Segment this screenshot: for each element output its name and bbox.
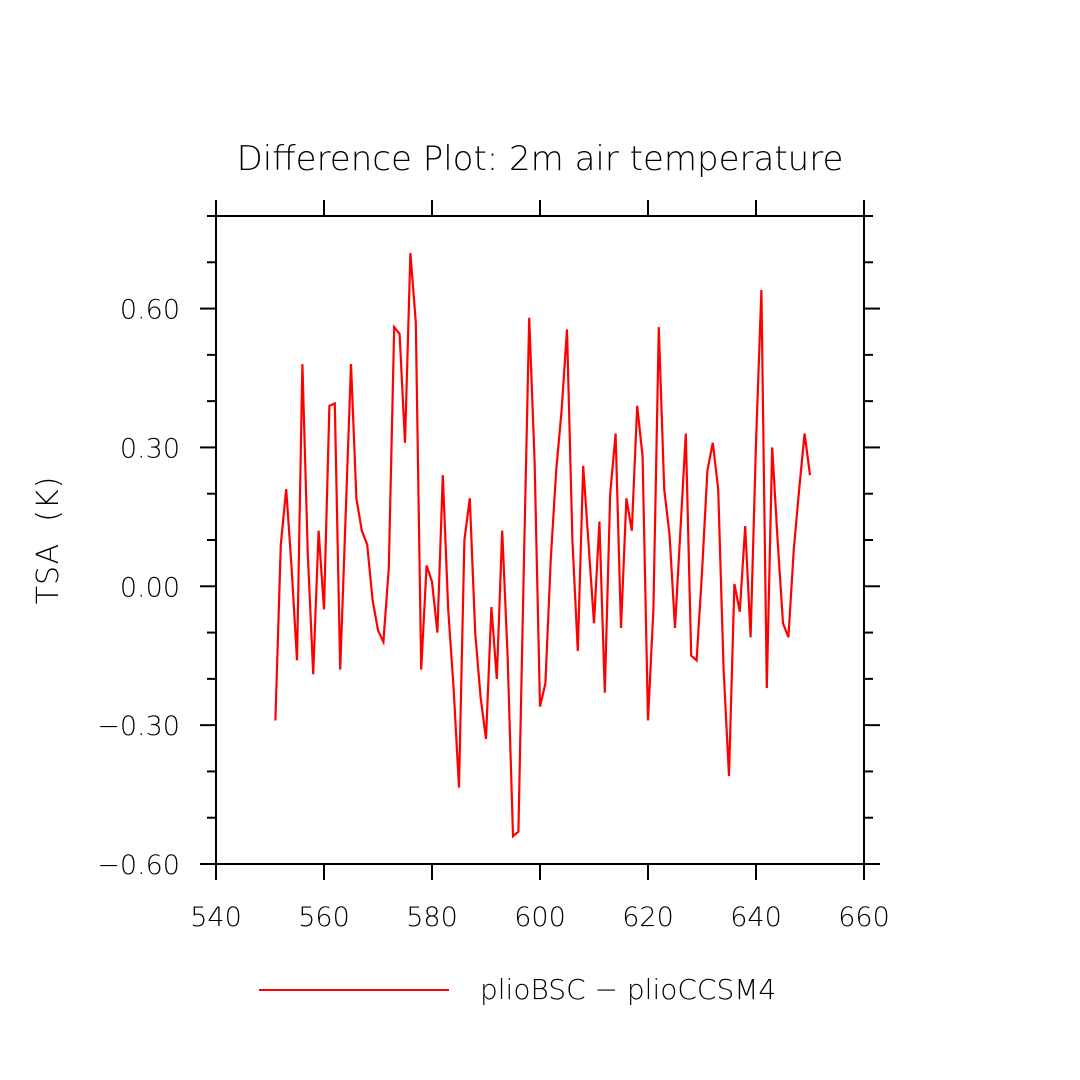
x-tick-label: 560 <box>298 902 350 933</box>
x-tick-label: 580 <box>406 902 458 933</box>
y-tick-label: 0.30 <box>120 433 180 464</box>
series-line <box>274 252 812 839</box>
y-tick-label: 0.60 <box>120 295 180 326</box>
x-tick-label: 600 <box>514 902 566 933</box>
legend-label: plioBSC − plioCCSM4 <box>480 973 776 1006</box>
chart-title: Difference Plot: 2m air temperature <box>237 139 844 179</box>
x-tick-label: 640 <box>730 902 782 933</box>
x-tick-label: 620 <box>622 902 674 933</box>
y-axis-label: TSA (K) <box>31 476 66 605</box>
y-tick-label: −0.30 <box>97 711 180 742</box>
plot-frame <box>215 215 865 865</box>
x-tick-label: 540 <box>190 902 242 933</box>
axis-ticks: 540 560 580 600 620 640 660 −0.60 −0.30 0.00 0.30 0… <box>97 200 890 933</box>
series-layer <box>274 252 812 839</box>
y-tick-label: 0.00 <box>120 572 180 603</box>
x-tick-label: 660 <box>838 902 890 933</box>
y-tick-label: −0.60 <box>97 850 180 881</box>
legend: plioBSC − plioCCSM4 <box>259 973 776 1006</box>
